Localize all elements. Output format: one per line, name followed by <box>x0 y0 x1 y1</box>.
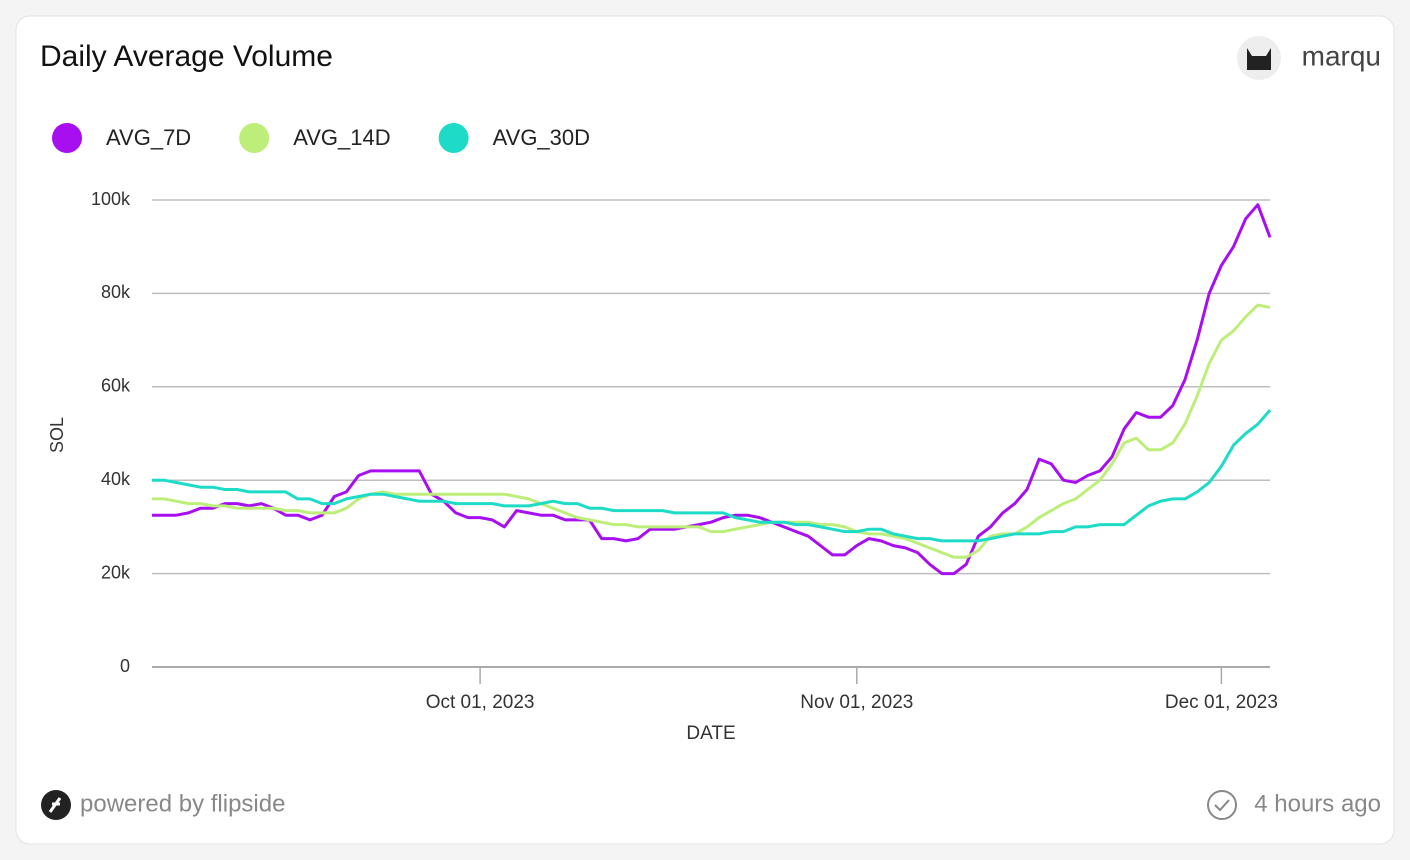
legend-swatch[interactable] <box>438 123 469 153</box>
footer-brand: powered by flipside <box>80 790 285 817</box>
y-tick-label: 60k <box>101 376 131 396</box>
legend-swatch[interactable] <box>239 123 270 153</box>
y-tick-label: 100k <box>91 189 131 209</box>
card <box>15 15 1395 845</box>
user-name[interactable]: marqu <box>1302 40 1381 71</box>
logo-mark <box>48 797 62 813</box>
legend-swatch[interactable] <box>52 123 82 153</box>
x-tick-label: Nov 01, 2023 <box>800 692 913 713</box>
avatar-figure[interactable] <box>1247 48 1271 70</box>
x-axis-label: DATE <box>686 723 735 744</box>
y-tick-label: 0 <box>120 656 130 676</box>
updated-icon <box>1207 790 1237 820</box>
y-tick-label: 40k <box>101 469 131 489</box>
y-tick-label: 80k <box>101 282 131 302</box>
updated-time: 4 hours ago <box>1254 790 1381 817</box>
series-line <box>152 203 1272 576</box>
series-line <box>152 303 1271 559</box>
y-axis-label: SOL <box>47 417 67 453</box>
check-circle <box>1207 790 1237 820</box>
legend-label[interactable]: AVG_14D <box>293 125 390 150</box>
legend-label[interactable]: AVG_30D <box>493 125 590 150</box>
legend-item[interactable]: AVG_30D <box>438 123 590 153</box>
footer-logo <box>41 790 71 820</box>
avatar[interactable] <box>1237 36 1281 80</box>
legend-item[interactable]: AVG_7D <box>52 123 191 153</box>
check-mark <box>1214 799 1230 812</box>
series-line <box>152 409 1272 543</box>
chart-title: Daily Average Volume <box>40 40 333 73</box>
x-tick-label: Dec 01, 2023 <box>1165 692 1278 713</box>
x-tick-label: Oct 01, 2023 <box>426 692 535 713</box>
y-tick-label: 20k <box>101 562 131 582</box>
legend-label[interactable]: AVG_7D <box>106 125 191 150</box>
legend-item[interactable]: AVG_14D <box>239 123 391 153</box>
